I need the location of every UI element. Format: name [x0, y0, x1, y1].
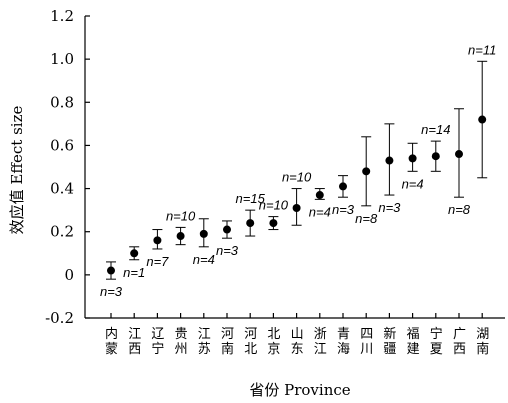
data-point-group: n=3 — [216, 220, 239, 258]
data-point-group: n=3 — [332, 175, 355, 217]
data-point — [223, 225, 231, 234]
n-label: n=8 — [355, 211, 378, 226]
y-tick-label: 0.8 — [50, 93, 74, 111]
data-point-group: n=10 — [282, 170, 312, 226]
data-point — [246, 219, 255, 228]
n-label: n=8 — [448, 202, 471, 217]
data-point — [153, 236, 162, 245]
axes: -0.2 0 0.2 0.4 0.6 0.8 1.0 1.2 内蒙江西辽宁贵州江苏河南河北北京山… — [45, 7, 505, 357]
n-label: n=10 — [259, 198, 289, 213]
x-category-label: 宁夏 — [430, 326, 443, 357]
x-category-label: 河南 — [221, 327, 234, 357]
data-point-group: n=7 — [146, 229, 169, 269]
data-point — [315, 191, 324, 200]
data-point — [339, 182, 347, 191]
x-category-label: 广西 — [453, 327, 466, 357]
n-label: n=3 — [332, 202, 355, 217]
data-marks: n=3n=1n=7n=10n=4n=3n=15n=10n=10n=4 n=3n=8… — [100, 42, 496, 299]
data-point-group: n=3 — [100, 261, 123, 299]
data-point-group: n=14 — [421, 122, 450, 172]
n-label: n=3 — [216, 243, 239, 258]
data-point — [292, 203, 301, 212]
x-category-label: 河北 — [244, 327, 257, 357]
n-label: n=7 — [146, 254, 169, 269]
data-point-group: n=15 — [236, 191, 266, 237]
data-point-group: n=10 — [166, 208, 196, 246]
data-point-group: n=10 — [259, 198, 289, 231]
data-point — [385, 156, 394, 165]
x-category-label: 江苏 — [198, 327, 211, 357]
data-point-group: n=11 — [468, 42, 496, 179]
data-point — [107, 266, 115, 275]
n-label: n=14 — [421, 122, 450, 137]
x-category-label: 青海 — [337, 327, 350, 357]
n-label: n=15 — [236, 191, 266, 206]
data-point-group: n=4 — [309, 188, 331, 219]
data-point — [362, 167, 371, 176]
data-point-group: n=8 — [355, 136, 378, 226]
data-point — [176, 232, 185, 241]
n-label: n=10 — [282, 170, 312, 185]
x-category-label: 江西 — [128, 327, 141, 357]
x-category-label: 贵州 — [175, 327, 188, 357]
n-label: n=11 — [468, 42, 496, 57]
data-point-group: n=4 — [402, 142, 424, 191]
x-category-label: 辽宁 — [151, 327, 164, 357]
x-axis-title: 省份 Province — [249, 381, 350, 399]
data-point-group: n=4 — [193, 218, 215, 267]
data-point-group: n=3 — [378, 123, 401, 215]
n-label: n=4 — [402, 176, 424, 191]
x-category-label: 山东 — [291, 327, 304, 357]
x-category-label: 北京 — [267, 327, 280, 357]
data-point — [455, 150, 463, 159]
data-point — [269, 219, 278, 228]
data-point — [130, 249, 139, 258]
n-label: n=3 — [378, 200, 401, 215]
data-point — [431, 152, 440, 161]
data-point-group: n=8 — [448, 108, 471, 217]
y-axis-title: 效应值 Effect size — [8, 106, 26, 235]
x-category-label: 内蒙 — [105, 326, 118, 357]
x-category-label: 浙江 — [314, 327, 327, 357]
data-point — [478, 115, 487, 124]
data-point-group: n=1 — [123, 246, 145, 280]
n-label: n=4 — [193, 252, 215, 267]
y-tick-label: 1.0 — [50, 50, 74, 68]
x-category-label: 湖南 — [476, 327, 489, 357]
data-point — [199, 229, 208, 238]
n-label: n=1 — [123, 265, 145, 280]
y-tick-label: 0.4 — [50, 180, 74, 198]
data-point — [408, 154, 417, 163]
y-tick-label: 0 — [64, 266, 74, 284]
y-tick-label: 0.6 — [50, 136, 74, 154]
n-label: n=4 — [309, 204, 331, 219]
n-label: n=10 — [166, 208, 196, 223]
x-category-label: 新疆 — [383, 326, 396, 357]
y-tick-label: -0.2 — [45, 309, 74, 327]
y-tick-label: 1.2 — [50, 7, 74, 25]
n-label: n=3 — [100, 284, 123, 299]
y-tick-label: 0.2 — [50, 223, 74, 241]
x-category-label: 福建 — [407, 327, 420, 357]
x-category-label: 四川 — [360, 327, 373, 357]
